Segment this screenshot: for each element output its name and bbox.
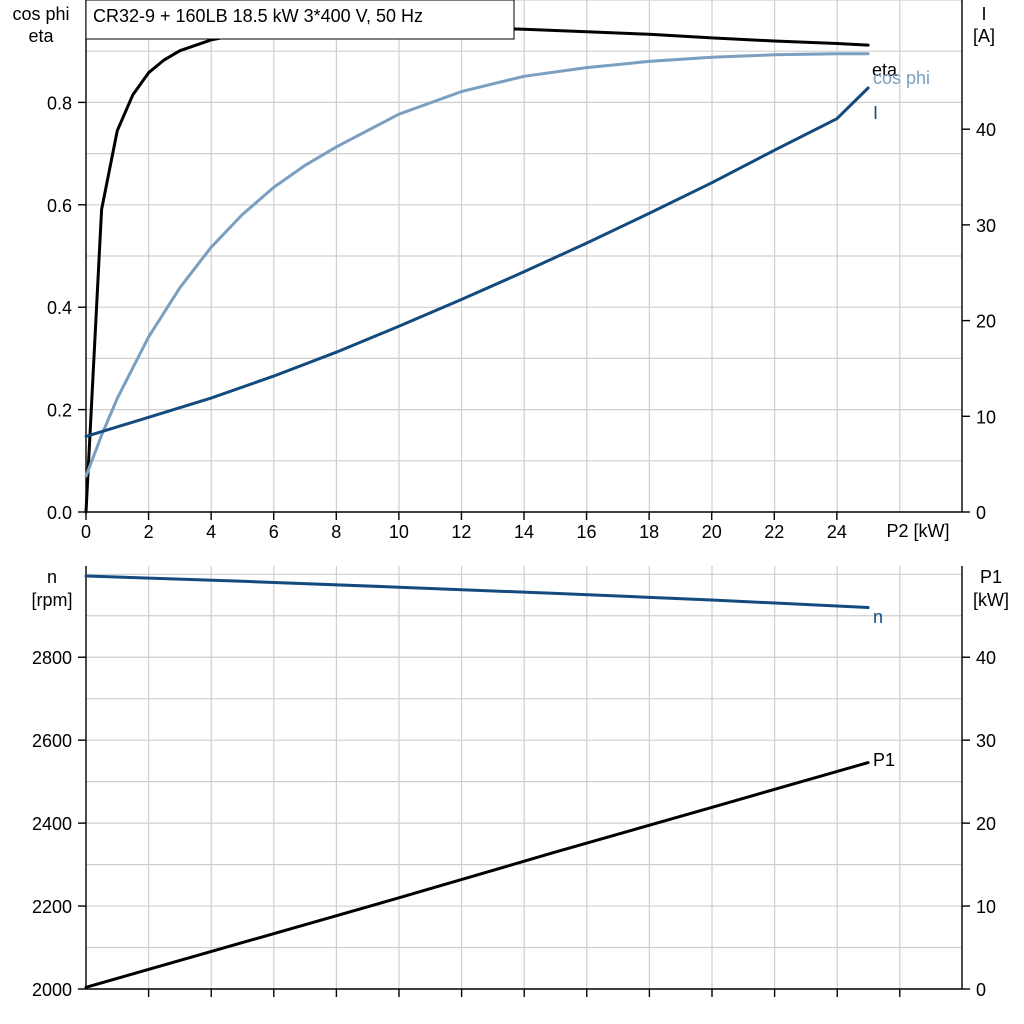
p1-right-tick-label-3: 30	[976, 731, 996, 751]
p1-series-n	[84, 574, 870, 609]
p1-left-axis-label-2: [rpm]	[31, 590, 72, 610]
p0-left-tick-label-2: 0.4	[47, 298, 72, 318]
p1-right-tick-label-1: 10	[976, 897, 996, 917]
p0-right-tick-label-2: 20	[976, 312, 996, 332]
p1-left-axis-label-1: n	[47, 567, 57, 587]
p0-series-cos-phi	[84, 52, 870, 478]
p0-right-tick-label-3: 30	[976, 216, 996, 236]
p0-left-tick-label-3: 0.6	[47, 196, 72, 216]
title-box	[85, 0, 515, 40]
p1-right-tick-label-0: 0	[976, 980, 986, 1000]
p1-right-tick-label-4: 40	[976, 648, 996, 668]
p1-left-tick-label-1: 2200	[32, 897, 72, 917]
p0-series-eta	[84, 24, 870, 514]
p0-series-i	[84, 86, 870, 438]
p0-x-axis-label: P2 [kW]	[886, 521, 949, 541]
p1-right-axis-label-1: P1	[980, 567, 1002, 587]
p0-x-tick-label-2: 4	[206, 522, 216, 542]
p0-x-tick-label-1: 2	[144, 522, 154, 542]
p0-x-tick-label-9: 18	[639, 522, 659, 542]
p1-left-tick-label-3: 2600	[32, 731, 72, 751]
p0-left-axis-label-2: eta	[28, 26, 54, 46]
p1-right-tick-label-2: 20	[976, 814, 996, 834]
p0-left-tick-label-4: 0.8	[47, 93, 72, 113]
p0-left-tick-label-1: 0.2	[47, 401, 72, 421]
p0-left-axis-label-1: cos phi	[12, 4, 69, 24]
p0-x-tick-label-12: 24	[827, 522, 847, 542]
p0-right-tick-label-0: 0	[976, 503, 986, 523]
p0-x-tick-label-5: 10	[389, 522, 409, 542]
p0-right-axis-label-1: I	[981, 4, 986, 24]
speed-series-label: n	[873, 607, 883, 627]
p0-left-tick-label-0: 0.0	[47, 503, 72, 523]
p0-right-tick-label-4: 40	[976, 120, 996, 140]
eta-series-label: eta	[872, 60, 898, 80]
p1-series-label: P1	[873, 750, 895, 770]
p1-left-tick-label-4: 2800	[32, 648, 72, 668]
p1-series-p1	[84, 761, 870, 989]
p0-x-tick-label-0: 0	[81, 522, 91, 542]
p0-x-tick-label-8: 16	[577, 522, 597, 542]
p0-x-tick-label-7: 14	[514, 522, 534, 542]
p0-x-tick-label-3: 6	[269, 522, 279, 542]
p0-x-tick-label-4: 8	[331, 522, 341, 542]
chart-title: CR32-9 + 160LB 18.5 kW 3*400 V, 50 Hz	[93, 6, 423, 26]
p0-right-axis-label-2: [A]	[973, 26, 995, 46]
p1-left-tick-label-2: 2400	[32, 814, 72, 834]
p0-right-tick-label-1: 10	[976, 407, 996, 427]
p1-right-axis-label-2: [kW]	[973, 590, 1009, 610]
p1-left-tick-label-0: 2000	[32, 980, 72, 1000]
p0-x-tick-label-11: 22	[764, 522, 784, 542]
cos-phi-series-label: cos phi	[873, 68, 930, 88]
current-series-label: I	[873, 103, 878, 123]
p0-x-tick-label-10: 20	[702, 522, 722, 542]
p0-x-tick-label-6: 12	[451, 522, 471, 542]
